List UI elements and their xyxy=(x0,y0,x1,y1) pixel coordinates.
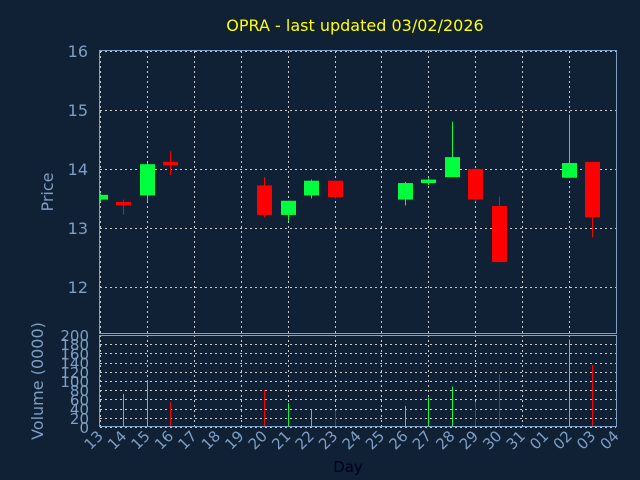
volume-tick-label: 200 xyxy=(60,327,89,345)
price-grid xyxy=(100,51,617,334)
price-tick-labels: 12 13 14 15 16 xyxy=(68,42,88,297)
day-tick-label: 27 xyxy=(409,427,435,453)
volume-tick-label: 40 xyxy=(70,401,89,419)
volume-panel-frame xyxy=(99,335,617,427)
day-tick-label: 04 xyxy=(596,427,622,453)
candle-body xyxy=(445,157,460,178)
day-tick-label: 26 xyxy=(385,427,411,453)
candle-27 xyxy=(421,178,436,185)
candle-21 xyxy=(281,200,296,221)
day-tick-label: 22 xyxy=(292,427,318,453)
price-tick-label: 14 xyxy=(68,160,88,179)
day-tick-label: 29 xyxy=(456,427,482,453)
candle-body xyxy=(304,180,319,196)
volume-axis-label: Volume (0000) xyxy=(28,322,47,440)
price-tick-label: 15 xyxy=(68,101,88,120)
volume-tick-label: 160 xyxy=(60,345,89,363)
candle-body xyxy=(257,185,272,215)
candle-20 xyxy=(257,177,272,218)
day-tick-label: 30 xyxy=(479,427,505,453)
volume-bars xyxy=(123,339,593,427)
candle-body xyxy=(140,164,155,196)
candle-body xyxy=(116,201,131,206)
day-tick-label: 02 xyxy=(550,427,576,453)
volume-tick-label: 100 xyxy=(60,373,89,391)
day-tick-label: 24 xyxy=(339,427,365,453)
price-candles xyxy=(100,114,600,263)
volume-tick-label: 0 xyxy=(79,419,89,437)
x-axis-label: Day xyxy=(333,458,363,476)
price-panel-frame xyxy=(99,50,617,334)
price-tick-label: 12 xyxy=(68,278,88,297)
chart-title: OPRA - last updated 03/02/2026 xyxy=(226,16,483,35)
day-tick-label: 28 xyxy=(432,427,458,453)
candle-body xyxy=(100,194,108,200)
candle-23 xyxy=(328,180,343,199)
candle-body xyxy=(492,206,507,263)
volume-tick-label: 80 xyxy=(70,382,89,400)
candle-15 xyxy=(140,163,155,202)
day-tick-label: 19 xyxy=(221,427,247,453)
candle-body xyxy=(398,183,413,200)
candle-body xyxy=(562,163,577,178)
candle-14 xyxy=(116,199,131,215)
candle-body xyxy=(328,180,343,198)
day-tick-label: 01 xyxy=(526,427,552,453)
candle-16 xyxy=(163,151,178,175)
day-tick-label: 15 xyxy=(127,427,153,453)
price-axis-label: Price xyxy=(38,172,57,211)
day-tick-label: 03 xyxy=(573,427,599,453)
price-tick-label: 13 xyxy=(68,219,88,238)
candle-02 xyxy=(562,114,577,178)
volume-tick-label: 180 xyxy=(60,336,89,354)
candle-29 xyxy=(468,168,483,202)
day-tick-label: 20 xyxy=(245,427,271,453)
candle-13 xyxy=(100,193,108,202)
candle-30 xyxy=(492,196,507,263)
volume-tick-label: 60 xyxy=(70,391,89,409)
volume-tick-label: 120 xyxy=(60,364,89,382)
day-tick-label: 31 xyxy=(503,427,529,453)
candle-03 xyxy=(585,161,600,238)
volume-tick-label: 20 xyxy=(70,410,89,428)
day-tick-label: 23 xyxy=(315,427,341,453)
day-tick-label: 16 xyxy=(151,427,177,453)
day-tick-label: 25 xyxy=(362,427,388,453)
day-tick-label: 17 xyxy=(174,427,200,453)
volume-tick-label: 140 xyxy=(60,355,89,373)
candle-body xyxy=(468,168,483,200)
candle-body xyxy=(163,161,178,166)
day-tick-label: 18 xyxy=(198,427,224,453)
candle-body xyxy=(421,179,436,184)
candle-28 xyxy=(445,121,460,178)
volume-grid xyxy=(100,335,617,428)
candle-body xyxy=(281,200,296,215)
day-tick-labels: 1314151617181920212223242526272829303101… xyxy=(81,427,623,453)
price-tick-label: 16 xyxy=(68,42,88,61)
candle-26 xyxy=(398,181,413,206)
candle-body xyxy=(585,161,600,218)
day-tick-label: 21 xyxy=(268,427,294,453)
candle-22 xyxy=(304,179,319,199)
day-tick-label: 14 xyxy=(104,427,130,453)
